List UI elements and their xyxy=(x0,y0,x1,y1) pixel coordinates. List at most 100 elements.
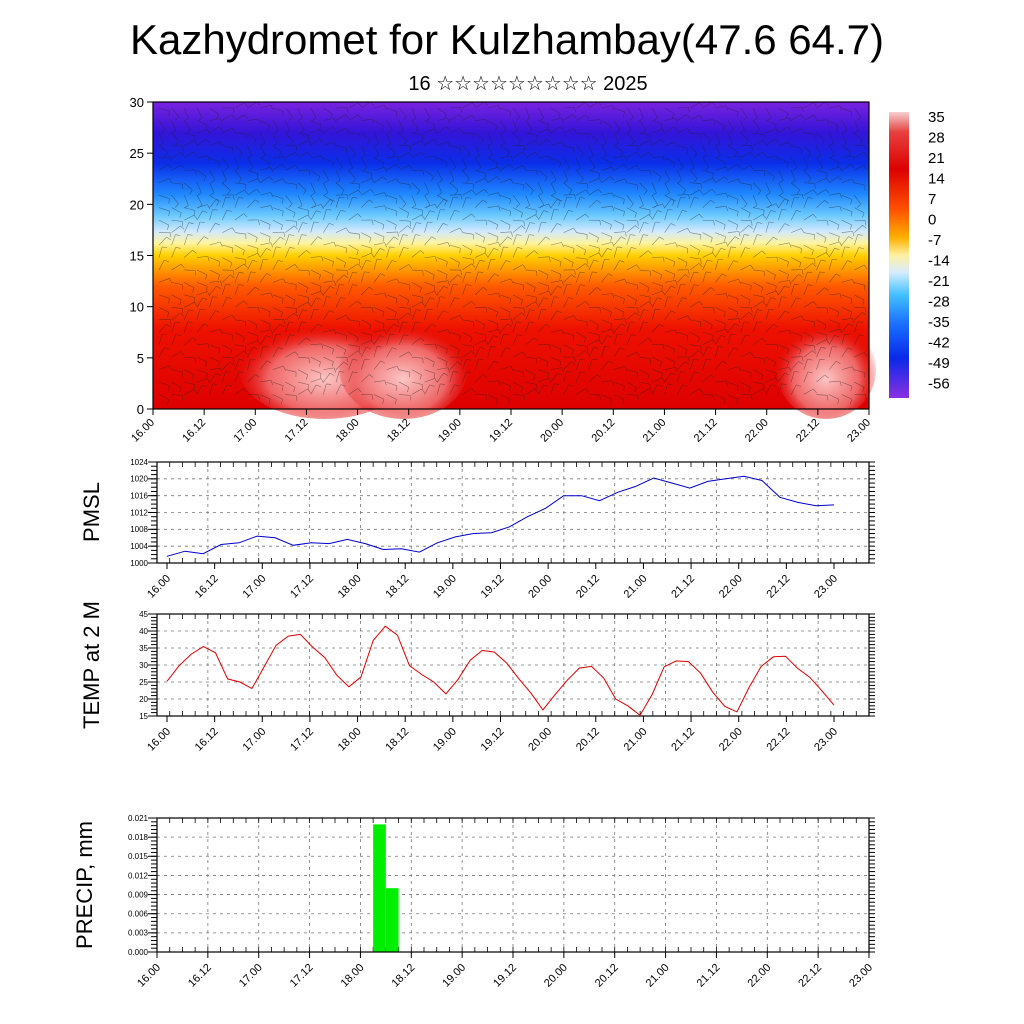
wind-barb-flag xyxy=(356,337,359,343)
wind-barb-staff xyxy=(854,219,866,221)
wind-barb-staff xyxy=(702,170,714,174)
pmsl-y-tick-label: 1020 xyxy=(130,475,148,484)
wind-barb-flag xyxy=(318,361,321,367)
wind-barb-staff xyxy=(272,260,279,271)
wind-barb-staff xyxy=(538,128,549,134)
wind-barb-flag xyxy=(311,117,317,121)
wind-barb-staff xyxy=(424,155,436,159)
wind-barb-staff xyxy=(209,286,217,296)
wind-barb-flag xyxy=(801,228,805,233)
wind-barb-staff xyxy=(234,300,244,308)
wind-barb-staff xyxy=(171,132,180,142)
precip-x-tick-label: 22.12 xyxy=(796,962,824,990)
wind-barb-staff xyxy=(816,119,828,121)
wind-barb-staff xyxy=(841,132,847,144)
wind-barb-flag xyxy=(525,117,530,122)
wind-barb-flag xyxy=(720,247,726,251)
wind-barb-flag xyxy=(320,204,324,209)
wind-barb-flag xyxy=(384,105,387,110)
wind-barb-staff xyxy=(310,356,321,363)
wind-barb-flag xyxy=(384,167,387,172)
wind-barb-staff xyxy=(310,129,322,134)
wind-barb-staff xyxy=(361,252,372,258)
wind-barb-flag xyxy=(601,142,607,146)
wind-barb-staff xyxy=(285,225,295,233)
wind-barb-flag xyxy=(510,278,514,284)
wind-barb-staff xyxy=(563,107,575,109)
wind-barb-staff xyxy=(639,250,649,258)
heatmap-x-tick-label: 21.00 xyxy=(641,417,669,445)
wind-barb-staff xyxy=(791,331,802,337)
wind-barb-staff xyxy=(399,312,408,321)
wind-barb-staff xyxy=(803,263,813,271)
wind-barb-flag xyxy=(471,102,476,107)
wind-barb-flag xyxy=(382,311,385,317)
wind-barb-staff xyxy=(361,157,368,168)
temp-y-tick-label: 35 xyxy=(139,644,148,653)
wind-barb-flag xyxy=(402,203,407,208)
wind-barb-flag xyxy=(268,236,271,242)
wind-barb-staff xyxy=(626,151,637,159)
wind-barb-staff xyxy=(538,195,545,205)
wind-barb-staff xyxy=(626,307,638,309)
wind-barb-staff xyxy=(487,176,497,183)
wind-barb-staff xyxy=(715,176,725,183)
wind-barb-flag xyxy=(559,274,562,280)
wind-barb-staff xyxy=(753,151,763,159)
wind-barb-flag xyxy=(574,269,576,275)
wind-barb-flag xyxy=(624,231,627,237)
wind-barb-staff xyxy=(639,182,648,191)
wind-barb-flag xyxy=(825,339,830,344)
wind-barb-flag xyxy=(670,285,676,289)
wind-barb-flag xyxy=(665,179,670,184)
wind-barb-flag xyxy=(508,399,511,405)
wind-barb-staff xyxy=(272,178,284,184)
wind-barb-flag xyxy=(268,311,271,317)
wind-barb-staff xyxy=(538,139,548,146)
wind-barb-flag xyxy=(212,383,218,385)
wind-barb-flag xyxy=(389,246,395,248)
wind-barb-staff xyxy=(386,107,398,112)
wind-barb-staff xyxy=(398,334,404,345)
wind-barb-flag xyxy=(323,192,329,196)
wind-barb-staff xyxy=(803,257,815,260)
wind-barb-flag xyxy=(242,250,245,256)
wind-barb-flag xyxy=(324,179,329,184)
wind-barb-flag xyxy=(566,196,572,199)
wind-barb-staff xyxy=(285,234,290,246)
wind-barb-staff xyxy=(816,101,826,109)
wind-barb-flag xyxy=(272,142,278,146)
wind-barb-flag xyxy=(289,334,295,336)
wind-barb-staff xyxy=(222,127,233,134)
wind-barb-staff xyxy=(247,199,256,208)
wind-barb-flag xyxy=(549,344,551,350)
wind-barb-flag xyxy=(455,189,459,195)
heatmap-x-tick-label: 22.00 xyxy=(743,417,771,445)
wind-barb-flag xyxy=(232,357,235,363)
wind-barb-flag xyxy=(662,203,666,209)
wind-barb-staff xyxy=(778,107,789,114)
precip-y-tick-label: 0.000 xyxy=(128,948,149,957)
wind-barb-staff xyxy=(411,195,417,206)
wind-barb-flag xyxy=(827,307,829,313)
wind-barb-flag xyxy=(180,264,185,269)
wind-barb-staff xyxy=(234,232,246,235)
wind-barb-staff xyxy=(689,132,701,135)
wind-barb-staff xyxy=(335,227,347,233)
wind-barb-flag xyxy=(520,300,523,305)
wind-barb-flag xyxy=(750,264,754,270)
wind-barb-staff xyxy=(209,344,220,350)
wind-barb-staff xyxy=(563,227,574,233)
wind-barb-staff xyxy=(626,394,638,396)
wind-barb-staff xyxy=(285,294,296,301)
wind-barb-flag xyxy=(414,129,419,134)
wind-barb-staff xyxy=(196,282,208,287)
wind-barb-flag xyxy=(863,151,868,156)
wind-barb-staff xyxy=(424,138,434,146)
wind-barb-staff xyxy=(550,329,562,333)
heatmap-y-tick-label: 30 xyxy=(130,95,144,110)
wind-barb-staff xyxy=(500,381,511,387)
pmsl-x-tick-label: 20.12 xyxy=(574,573,602,601)
wind-barb-staff xyxy=(398,247,404,258)
wind-barb-staff xyxy=(702,394,714,396)
